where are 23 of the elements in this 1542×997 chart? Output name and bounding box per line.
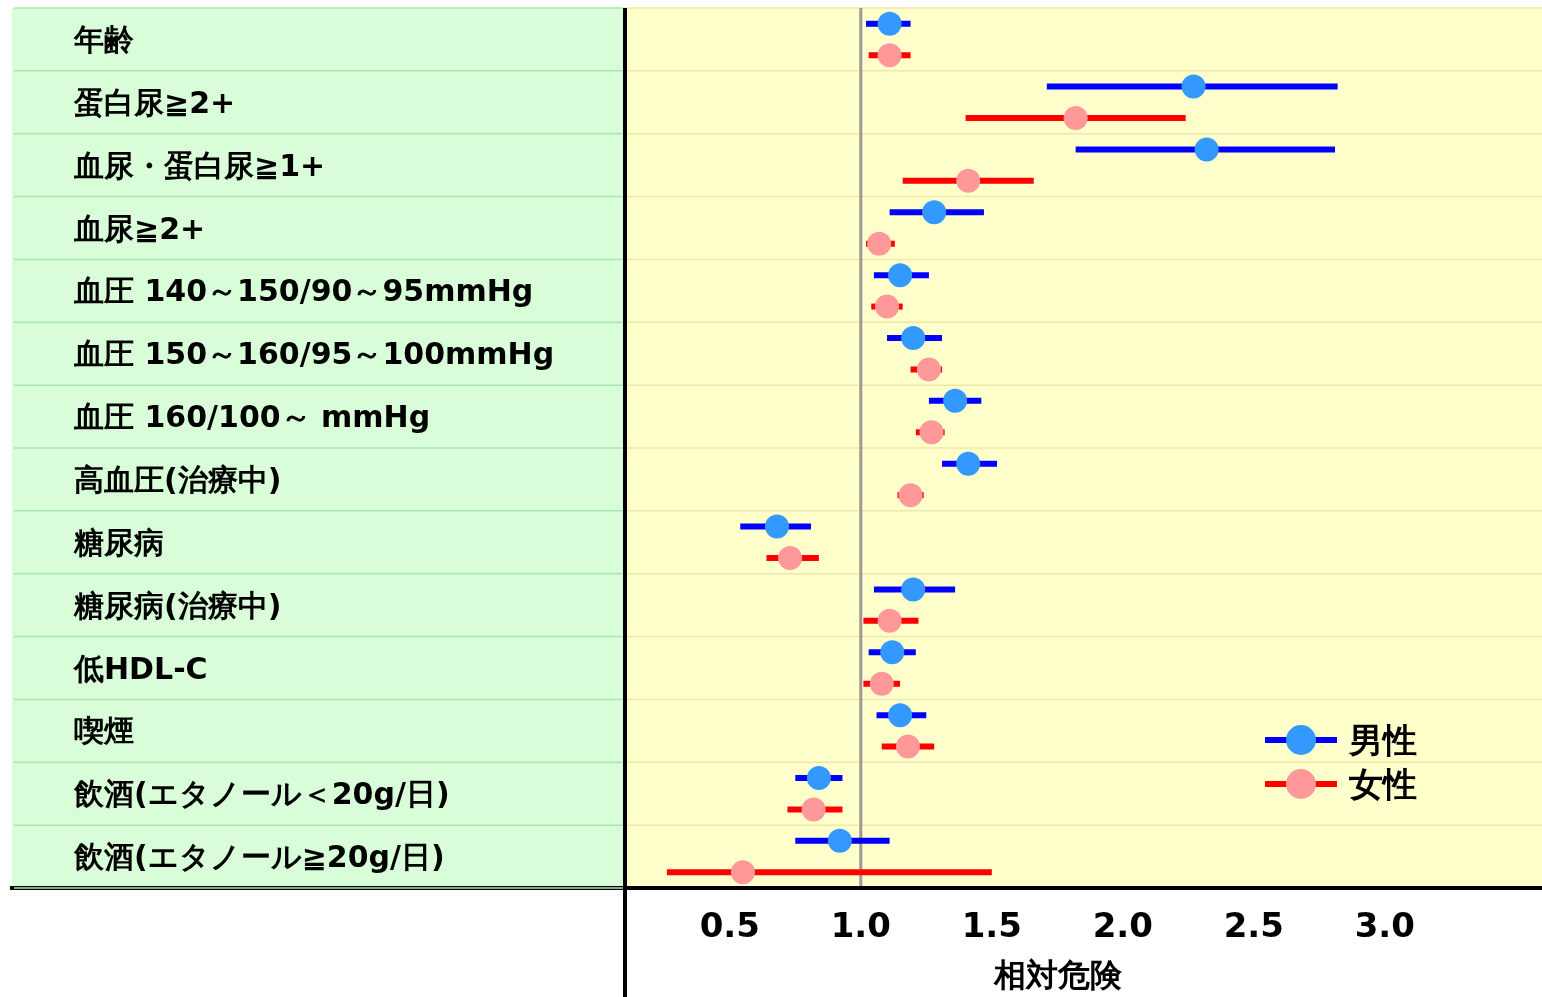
y-tick-label: 血尿≧2+ [73, 210, 206, 246]
x-tick-label: 0.5 [699, 905, 760, 945]
y-tick-label: 高血圧(治療中) [74, 461, 282, 497]
y-tick-label: 血圧 140～150/90～95mmHg [73, 273, 534, 309]
legend-label: 男性 [1348, 720, 1417, 760]
y-tick-label: 血圧 160/100～ mmHg [73, 399, 431, 435]
y-tick-label: 飲酒(エタノール＜20g/日) [73, 776, 450, 812]
x-tick-label: 3.0 [1354, 905, 1415, 945]
x-axis-title: 相対危険 [993, 956, 1123, 994]
y-tick-label: 糖尿病 [73, 524, 164, 560]
y-tick-label: 喫煙 [74, 713, 134, 749]
x-tick-label: 2.0 [1092, 905, 1153, 945]
x-tick-label: 1.5 [961, 905, 1022, 945]
y-tick-label: 血尿・蛋白尿≧1+ [73, 147, 326, 183]
legend-label: 女性 [1348, 764, 1417, 804]
y-tick-label: 年齢 [73, 21, 134, 57]
y-tick-label: 飲酒(エタノール≧20g/日) [73, 839, 445, 875]
y-tick-label: 低HDL-C [73, 650, 208, 686]
y-tick-label: 糖尿病(治療中) [73, 587, 282, 623]
y-tick-label: 蛋白尿≧2+ [73, 84, 236, 120]
x-tick-label: 1.0 [830, 905, 891, 945]
x-tick-label: 2.5 [1223, 905, 1284, 945]
y-tick-label: 血圧 150～160/95～100mmHg [73, 336, 555, 372]
